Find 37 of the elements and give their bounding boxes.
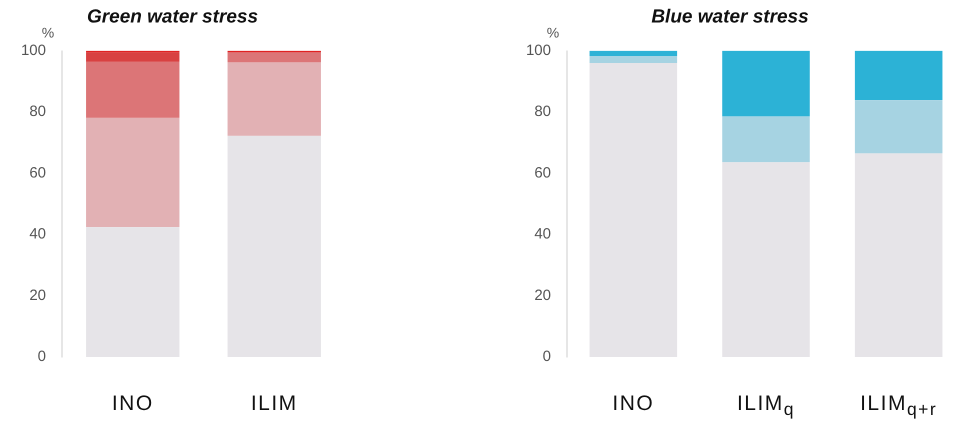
bar bbox=[590, 50, 678, 56]
bar bbox=[854, 153, 942, 357]
bar bbox=[854, 100, 942, 154]
x-tick-label: ILIM bbox=[250, 392, 299, 416]
bar bbox=[228, 52, 321, 62]
x-tick-label: INO bbox=[110, 392, 155, 416]
bar bbox=[228, 62, 321, 136]
x-tick-label: ILIM$_{q+r}$ bbox=[859, 392, 938, 420]
bar bbox=[854, 50, 942, 100]
y-tick-label: 60 bbox=[29, 164, 46, 182]
x-tick-label: INO bbox=[611, 392, 656, 416]
chart-title: Blue water stress bbox=[651, 6, 809, 28]
chart-title: Green water stress bbox=[86, 6, 258, 28]
x-tick-label: ILIM$_{q}$ bbox=[736, 392, 796, 420]
y-tick-label: 40 bbox=[534, 226, 551, 243]
y-tick-label: 40 bbox=[29, 226, 46, 243]
y-tick-label: 60 bbox=[534, 164, 551, 182]
y-tick-label: 20 bbox=[534, 286, 551, 304]
bar bbox=[590, 63, 678, 357]
y-tick-label: 80 bbox=[534, 103, 551, 120]
bar bbox=[86, 52, 180, 62]
bar bbox=[722, 116, 810, 162]
y-axis-title: % bbox=[546, 24, 560, 41]
y-tick-label: 0 bbox=[38, 348, 46, 366]
y-tick-label: 80 bbox=[29, 103, 46, 120]
y-tick-label: 20 bbox=[29, 286, 46, 304]
bar bbox=[86, 62, 180, 118]
y-axis-title: % bbox=[42, 24, 54, 41]
bar bbox=[722, 162, 810, 357]
bar bbox=[86, 118, 180, 228]
y-tick-label: 100 bbox=[20, 42, 46, 59]
y-tick-label: 0 bbox=[542, 348, 551, 366]
bar bbox=[590, 56, 678, 64]
bar bbox=[86, 227, 180, 357]
bar bbox=[722, 50, 810, 116]
bar bbox=[228, 136, 321, 357]
y-tick-label: 100 bbox=[526, 42, 551, 59]
